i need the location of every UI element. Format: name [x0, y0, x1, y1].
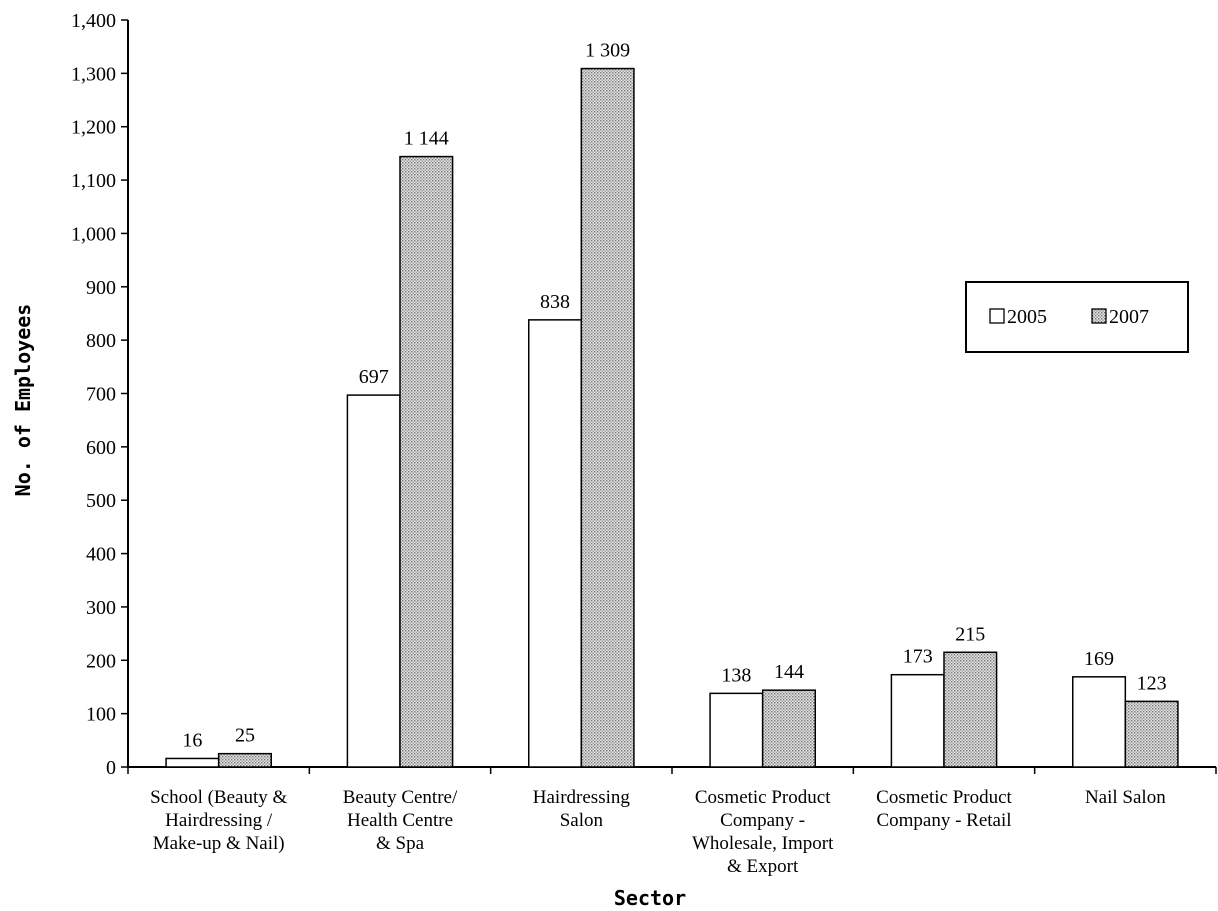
y-tick-label: 1,400	[71, 10, 116, 32]
category-label: & Export	[727, 856, 799, 877]
category-label: & Spa	[376, 833, 425, 854]
y-axis-title: No. of Employees	[11, 304, 35, 497]
data-label-2005-0: 16	[182, 729, 202, 751]
y-tick-label: 1,300	[71, 63, 116, 85]
data-label-2005-1: 697	[359, 366, 389, 388]
y-tick-label: 600	[86, 437, 116, 459]
category-label: Wholesale, Import	[692, 833, 834, 854]
legend: 2005 2007	[965, 281, 1189, 353]
y-tick-label: 1,100	[71, 170, 116, 192]
y-tick-label: 400	[86, 544, 116, 566]
bar-2007-5	[1124, 700, 1179, 768]
x-axis	[127, 766, 1217, 774]
bar-2005-5	[1071, 676, 1127, 768]
y-tick-label: 0	[106, 757, 116, 779]
bars	[165, 67, 1179, 768]
legend-swatch-2007	[1091, 308, 1107, 324]
data-label-2005-5: 169	[1084, 648, 1114, 670]
data-label-2007-3: 144	[774, 661, 804, 683]
bar-2005-0	[165, 757, 220, 768]
y-tick-label: 300	[86, 597, 116, 619]
data-label-2007-0: 25	[235, 725, 255, 747]
y-tick-label: 800	[86, 330, 116, 352]
category-label: Salon	[560, 810, 604, 831]
y-tick-label: 200	[86, 650, 116, 672]
y-axis: 0 100 200 300 400 500 600 700 800 900 1,000 1,100 1,…	[71, 10, 129, 779]
category-label: Hairdressing /	[165, 810, 273, 831]
data-label-2005-4: 173	[903, 646, 933, 668]
bar-2005-1	[346, 394, 401, 768]
bar-2005-3	[709, 692, 764, 768]
category-labels: School (Beauty &Hairdressing /Make-up & …	[150, 787, 1166, 877]
category-label: School (Beauty &	[150, 787, 287, 808]
category-label: Health Centre	[347, 810, 453, 831]
category-label: Make-up & Nail)	[153, 833, 285, 854]
y-tick-label: 1,200	[71, 117, 116, 139]
data-label-2007-5: 123	[1137, 672, 1167, 694]
bar-2007-1	[399, 155, 454, 768]
y-tick-label: 900	[86, 277, 116, 299]
category-label: Cosmetic Product	[695, 787, 831, 808]
data-label-2007-1: 1 144	[404, 128, 449, 150]
legend-swatch-2005	[989, 308, 1005, 324]
y-tick-label: 500	[86, 490, 116, 512]
bar-2007-0	[217, 752, 273, 768]
category-label: Hairdressing	[533, 787, 631, 808]
bar-2007-4	[943, 651, 998, 768]
y-tick-label: 100	[86, 704, 116, 726]
category-label: Company -	[720, 810, 805, 831]
bar-2007-3	[761, 689, 817, 768]
data-label-2007-2: 1 309	[585, 40, 630, 62]
category-label: Beauty Centre/	[343, 787, 458, 808]
y-tick-label: 700	[86, 384, 116, 406]
category-label: Nail Salon	[1085, 787, 1166, 808]
category-label: Cosmetic Product	[876, 787, 1012, 808]
bar-2005-2	[527, 319, 583, 768]
x-axis-title: Sector	[614, 886, 686, 910]
bar-2005-4	[890, 673, 945, 768]
legend-label-2005: 2005	[1007, 306, 1047, 328]
legend-label-2007: 2007	[1109, 306, 1149, 328]
data-label-2005-2: 838	[540, 291, 570, 313]
bar-2007-2	[580, 67, 635, 768]
data-label-2007-4: 215	[955, 623, 985, 645]
y-tick-label: 1,000	[71, 223, 116, 245]
data-labels: 16 25 697 1 144 838 1 309 138 144 173 215 169 123	[182, 40, 1166, 752]
category-label: Company - Retail	[876, 810, 1011, 831]
data-label-2005-3: 138	[721, 664, 751, 686]
